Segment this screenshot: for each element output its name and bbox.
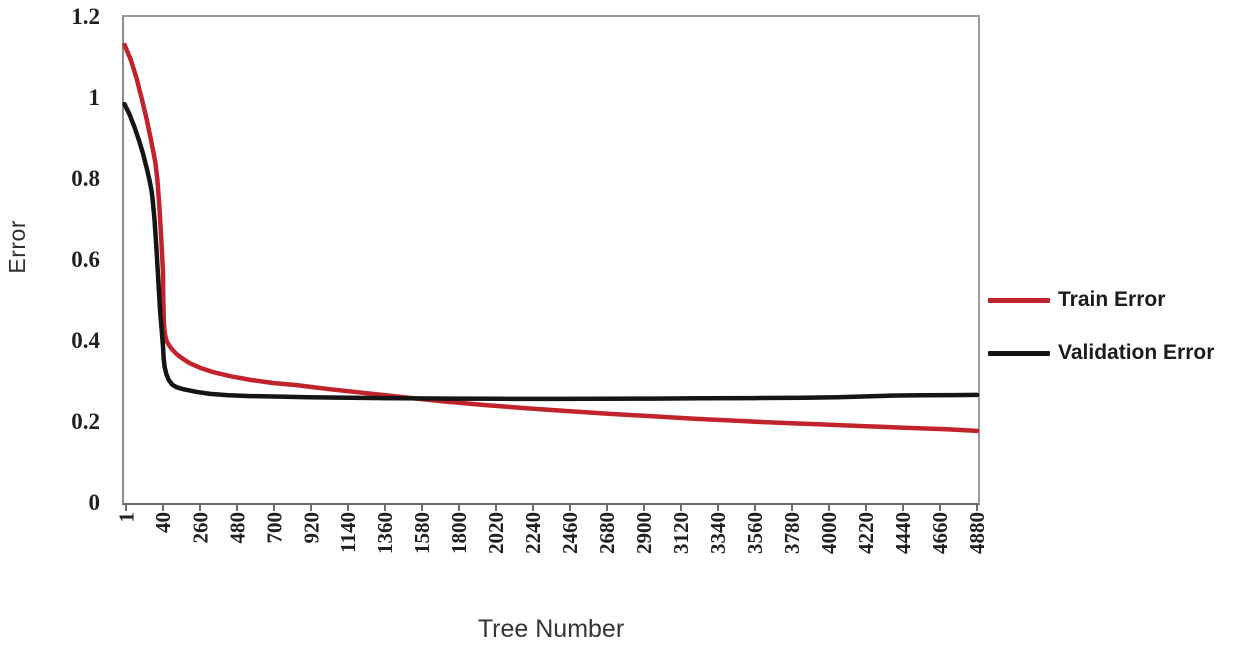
x-tick-label: 2460 — [558, 512, 582, 554]
validation-error-line — [122, 101, 980, 402]
legend-item-validation-error: Validation Error — [988, 335, 1214, 371]
x-tick-label: 1140 — [336, 512, 360, 553]
x-tick-mark — [717, 505, 719, 511]
legend: Train Error Validation Error — [988, 282, 1214, 371]
x-tick-mark — [939, 505, 941, 511]
x-tick-mark — [828, 505, 830, 511]
x-tick-mark — [384, 505, 386, 511]
x-tick-mark — [162, 505, 164, 511]
x-tick-mark — [569, 505, 571, 511]
y-tick-label: 0.6 — [71, 247, 100, 272]
x-tick-label: 2240 — [521, 512, 545, 554]
x-tick-label: 2680 — [595, 512, 619, 554]
x-tick-mark — [495, 505, 497, 511]
train-error-line-swatch — [988, 297, 1050, 303]
x-tick-mark — [754, 505, 756, 511]
x-tick-mark — [310, 505, 312, 511]
x-tick-label: 260 — [188, 512, 212, 544]
x-tick-label: 4880 — [965, 512, 989, 554]
y-tick-label: 0 — [88, 490, 101, 515]
x-tick-label: 2020 — [484, 512, 508, 554]
legend-label-validation-error: Validation Error — [1058, 341, 1215, 364]
x-tick-label: 480 — [225, 512, 249, 544]
x-tick-label: 2900 — [632, 512, 656, 554]
x-tick-label: 920 — [299, 512, 323, 544]
x-tick-mark — [125, 505, 127, 511]
x-tick-mark — [680, 505, 682, 511]
x-axis-title: Tree Number — [477, 615, 625, 643]
x-tick-mark — [199, 505, 201, 511]
x-tick-label: 1 — [114, 512, 138, 523]
x-tick-label: 3120 — [669, 512, 693, 554]
y-tick-label: 0.8 — [71, 166, 100, 191]
x-tick-label: 700 — [262, 512, 286, 544]
x-tick-mark — [421, 505, 423, 511]
x-tick-label: 3340 — [706, 512, 730, 554]
x-tick-label: 1580 — [410, 512, 434, 554]
y-tick-label: 1 — [88, 85, 101, 110]
x-tick-label: 1360 — [373, 512, 397, 554]
y-tick-label: 0.4 — [71, 328, 100, 353]
x-tick-label: 4660 — [928, 512, 952, 554]
x-tick-label: 3560 — [743, 512, 767, 554]
series-lines — [122, 42, 980, 434]
train-error-line — [122, 42, 980, 434]
x-tick-mark — [273, 505, 275, 511]
y-axis-title: Error — [4, 220, 30, 274]
y-tick-label: 1.2 — [71, 4, 100, 29]
x-tick-mark — [236, 505, 238, 511]
legend-label-train-error: Train Error — [1058, 288, 1166, 311]
x-tick-mark — [458, 505, 460, 511]
x-tick-mark — [606, 505, 608, 511]
validation-error-line-swatch — [988, 350, 1050, 356]
x-tick-mark — [643, 505, 645, 511]
x-tick-label: 3780 — [780, 512, 804, 554]
x-tick-label: 1800 — [447, 512, 471, 554]
x-tick-mark — [347, 505, 349, 511]
x-tick-label: 40 — [151, 512, 175, 533]
y-tick-label: 0.2 — [71, 409, 100, 434]
x-tick-mark — [532, 505, 534, 511]
legend-item-train-error: Train Error — [988, 282, 1214, 318]
x-tick-mark — [976, 505, 978, 511]
x-tick-label: 4000 — [817, 512, 841, 554]
x-tick-label: 4440 — [891, 512, 915, 554]
x-tick-mark — [791, 505, 793, 511]
x-tick-label: 4220 — [854, 512, 878, 554]
x-tick-mark — [902, 505, 904, 511]
x-tick-mark — [865, 505, 867, 511]
